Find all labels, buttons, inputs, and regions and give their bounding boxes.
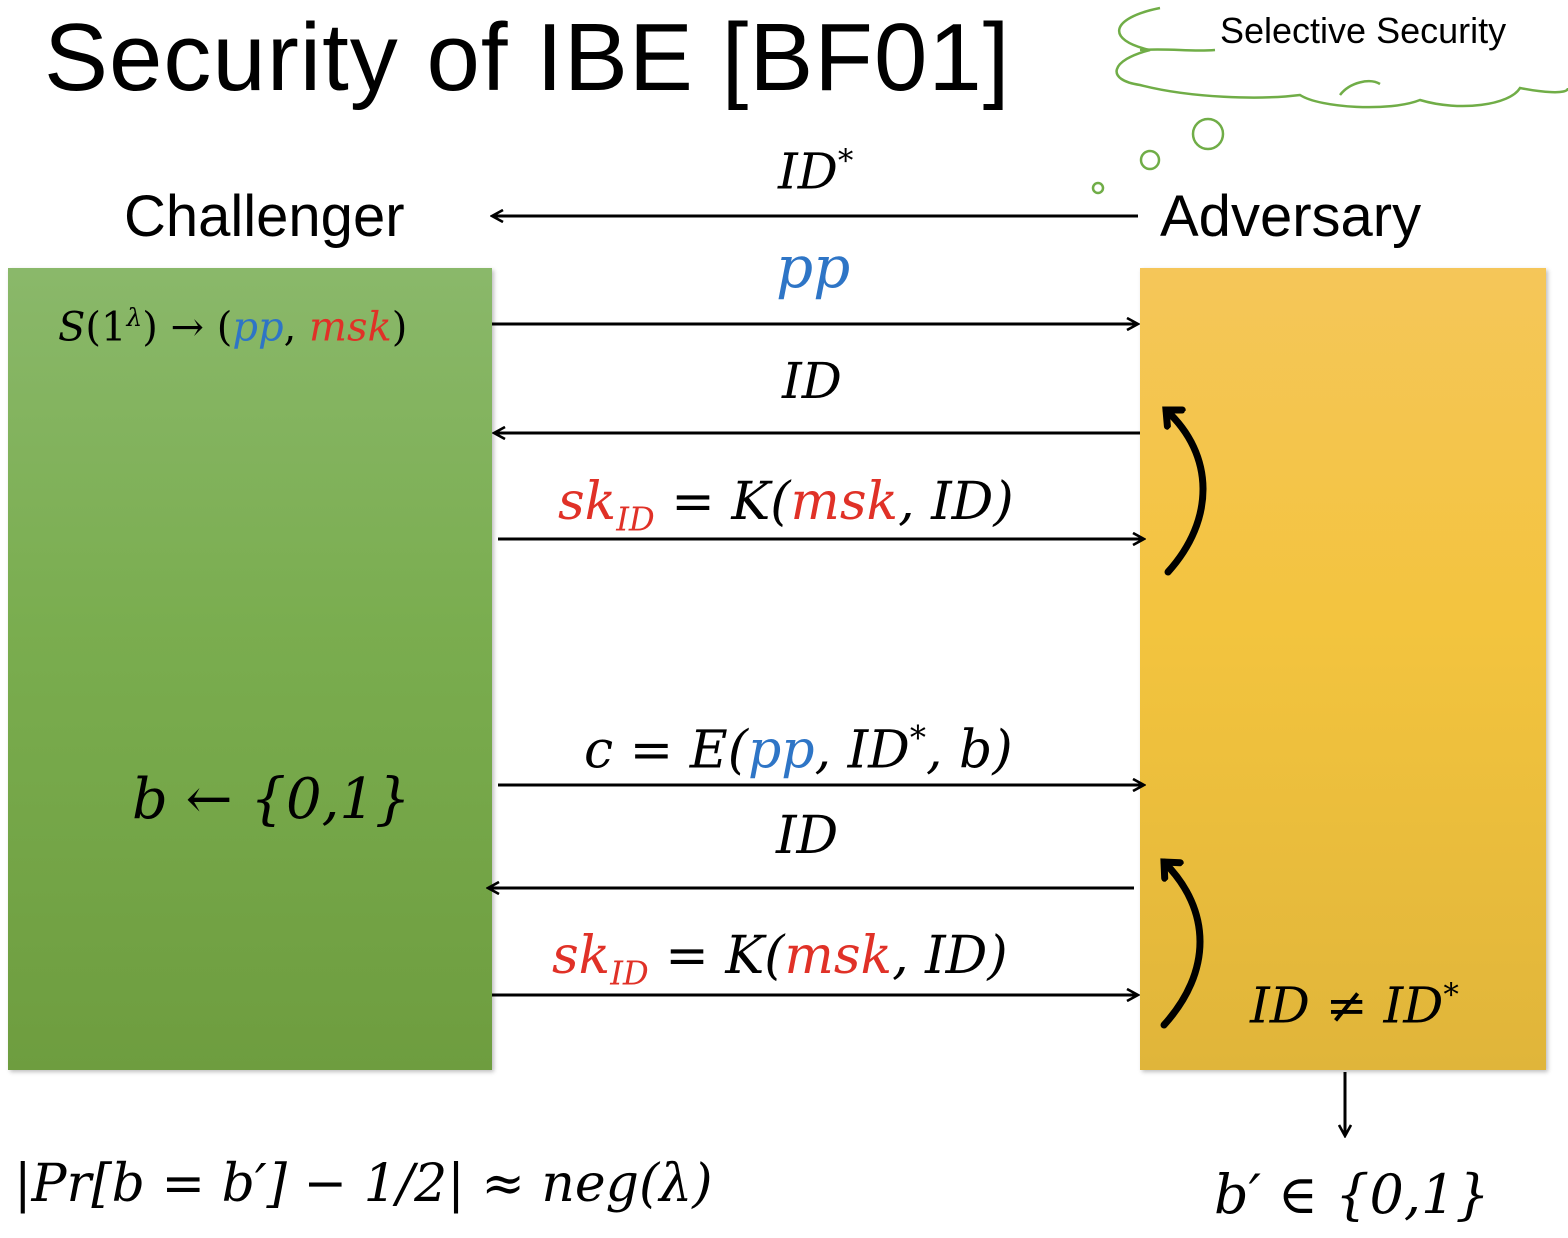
adversary-label: Adversary [1160,184,1422,249]
adversary-box [1140,268,1546,1070]
sk-sub: ID [616,500,655,539]
sk-label: sk [552,926,611,986]
setup-arg: 1 [101,304,127,351]
challenge-sup: * [909,719,926,757]
challenge-mid: , ID [814,720,910,781]
loop-arrow-2 [1164,862,1204,1029]
label-answer-1: skID = K(msk, ID) [558,476,1014,536]
challenge-tail: , b) [926,720,1013,781]
setup-arrow: → [170,304,205,351]
challenge-pp: pp [748,720,815,781]
advantage-formula: |Pr[b = b′] − 1/2| ≈ neg(λ) [14,1154,713,1214]
label-answer-2: skID = K(msk, ID) [552,930,1008,990]
answer1-msk: msk [790,472,899,532]
label-pp: pp [776,233,851,301]
answer1-eq: = K( [654,472,791,532]
thought-bubble-text: Selective Security [1220,10,1507,51]
setup-pp: pp [232,304,284,351]
constraint-text: ID ≠ ID [1250,976,1444,1035]
sk-label: sk [558,472,617,532]
answer1-tail: , ID) [898,472,1014,532]
sk-sub: ID [610,954,649,993]
label-id-star: ID* [778,146,853,197]
challenger-label: Challenger [124,184,405,249]
label-challenge: c = E(pp, ID*, b) [584,722,1013,776]
answer2-msk: msk [784,926,893,986]
label-query-2: ID [776,806,839,866]
id-star-sup: * [837,143,854,179]
challenger-box [8,268,492,1070]
setup-formula: S(1λ) → (pp, msk) [58,303,408,351]
constraint-label: ID ≠ ID* [1250,980,1459,1031]
thought-cloud [1091,6,1568,195]
setup-func: S [58,304,86,351]
answer2-eq: = K( [648,926,785,986]
setup-sup: λ [126,303,143,332]
challenge-pre: c = E( [584,720,748,781]
answer2-tail: , ID) [892,926,1008,986]
label-query-1: ID [782,352,842,410]
adversary-output: b′ ∈ {0,1} [1214,1163,1490,1226]
constraint-sup: * [1443,977,1459,1013]
setup-msk: msk [309,304,392,351]
page-title: Security of IBE [BF01] [44,4,1011,111]
id-star-label: ID [778,142,838,201]
bit-choice: b ← {0,1} [132,767,411,832]
loop-arrow-1 [1166,410,1207,576]
